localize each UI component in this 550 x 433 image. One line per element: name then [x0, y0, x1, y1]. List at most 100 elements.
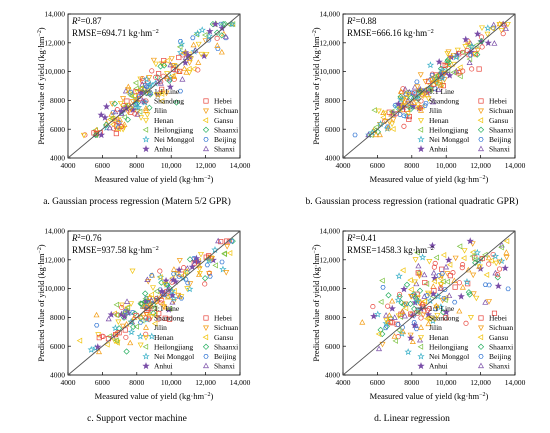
- data-point: [413, 295, 420, 303]
- data-point: [184, 265, 191, 271]
- y-tick-label: 8000: [50, 96, 65, 105]
- data-point: [124, 116, 131, 123]
- legend-marker: [477, 117, 484, 124]
- data-point: [370, 312, 378, 320]
- data-point: [141, 98, 149, 106]
- data-point: [469, 253, 476, 260]
- plot-frame: [342, 230, 516, 376]
- data-point: [134, 111, 141, 117]
- data-point: [129, 99, 136, 105]
- data-point: [105, 315, 112, 322]
- data-point: [158, 90, 165, 97]
- legend-marker: [417, 343, 424, 350]
- data-point: [385, 303, 391, 309]
- data-point: [469, 66, 475, 72]
- data-point: [128, 93, 135, 100]
- x-tick-label: 10,000: [436, 378, 457, 387]
- r2-label: R2=0.76: [71, 233, 102, 244]
- data-point: [463, 320, 469, 326]
- data-point: [177, 39, 184, 44]
- data-point: [388, 111, 395, 117]
- data-point: [115, 319, 122, 325]
- legend-marker: [142, 126, 149, 133]
- data-point: [500, 31, 506, 37]
- data-point: [383, 318, 390, 324]
- data-point: [144, 276, 151, 282]
- legend-marker: [418, 315, 424, 321]
- legend-entry: Gansu: [489, 333, 508, 342]
- data-point: [489, 25, 495, 32]
- legend-marker: [202, 325, 210, 331]
- data-point: [444, 51, 451, 57]
- y-tick-label: 10,000: [319, 67, 340, 76]
- data-point: [159, 301, 166, 308]
- data-point: [128, 89, 134, 95]
- x-tick-label: 14,000: [505, 378, 526, 387]
- data-point: [198, 26, 206, 34]
- legend-entry: Sichuan: [489, 323, 513, 332]
- data-point: [476, 66, 482, 72]
- legend-entry: Shandong: [154, 314, 184, 323]
- data-point: [491, 252, 500, 260]
- data-point: [122, 327, 128, 333]
- rmse-label: RMSE=937.58 kg·hm−2: [72, 245, 159, 256]
- data-point: [138, 313, 145, 320]
- legend-entry: Henan: [429, 116, 449, 125]
- data-point: [142, 298, 149, 305]
- data-point: [486, 261, 492, 267]
- data-point: [146, 104, 153, 111]
- x-tick-label: 6000: [370, 378, 385, 387]
- data-point: [423, 280, 430, 287]
- legend-entry: Beijing: [214, 352, 236, 361]
- data-point: [215, 237, 222, 244]
- data-point: [457, 292, 465, 300]
- data-point: [133, 85, 139, 92]
- data-point: [410, 99, 417, 105]
- data-point: [119, 304, 125, 311]
- scatter-points: [80, 20, 236, 139]
- legend-marker: [417, 107, 425, 113]
- data-point: [93, 311, 100, 318]
- data-point: [206, 27, 214, 35]
- data-point: [491, 310, 498, 316]
- legend-marker: [478, 137, 484, 142]
- data-point: [412, 322, 419, 328]
- data-point: [464, 40, 471, 47]
- legend-marker: [142, 118, 150, 124]
- data-point: [202, 281, 208, 287]
- data-point: [438, 273, 445, 280]
- data-point: [129, 323, 137, 331]
- data-point: [434, 313, 441, 319]
- legend-entry: Anhui: [429, 145, 448, 154]
- data-point: [456, 280, 462, 286]
- data-point: [469, 241, 476, 247]
- data-point: [125, 87, 132, 93]
- data-point: [381, 110, 388, 117]
- legend-marker: [142, 324, 150, 330]
- data-point: [392, 337, 398, 344]
- data-point: [379, 330, 386, 338]
- data-point: [443, 315, 449, 321]
- data-point: [164, 57, 170, 64]
- data-point: [193, 29, 202, 37]
- data-point: [121, 114, 127, 121]
- legend-entry: Anhui: [154, 145, 173, 154]
- data-point: [170, 294, 178, 302]
- data-point: [226, 250, 233, 257]
- data-point: [121, 121, 128, 127]
- data-point: [129, 105, 137, 113]
- data-point: [114, 330, 120, 336]
- legend-entry-line: 1:1 Line: [154, 304, 180, 313]
- data-point: [190, 41, 197, 48]
- x-tick-label: 8000: [404, 161, 419, 170]
- data-point: [120, 96, 127, 102]
- legend-marker: [142, 343, 149, 350]
- x-tick-label: 12,000: [470, 161, 491, 170]
- data-point: [92, 131, 99, 138]
- data-point: [385, 292, 392, 299]
- data-point: [437, 82, 444, 88]
- data-point: [359, 319, 366, 325]
- data-point: [100, 333, 106, 339]
- data-point: [439, 271, 445, 276]
